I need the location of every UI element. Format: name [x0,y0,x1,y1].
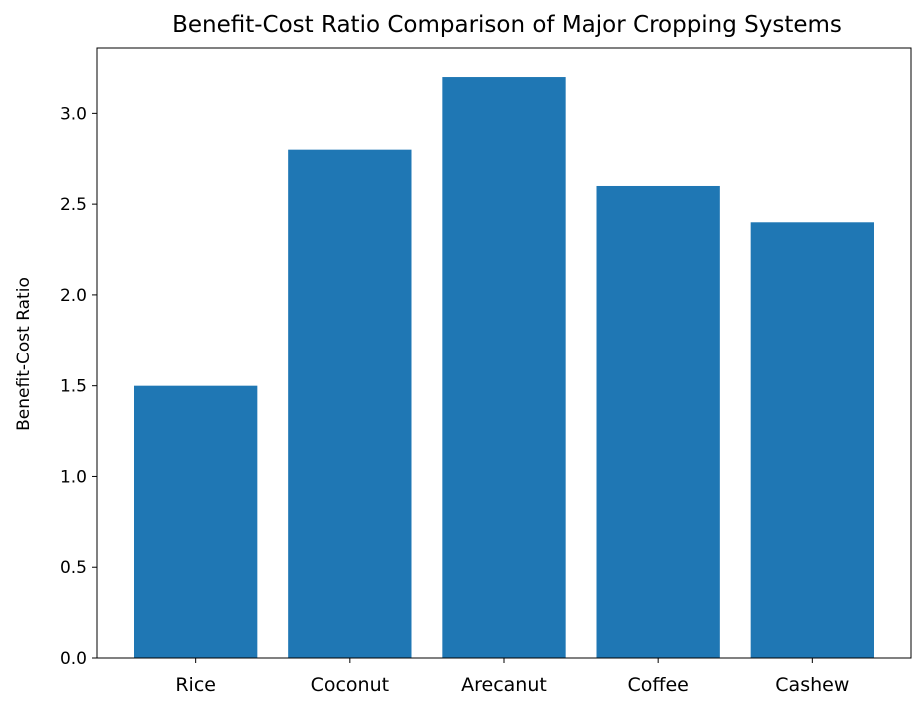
plot-area-frame [96,47,912,659]
y-tick-label: 2.5 [60,195,87,215]
chart-title: Benefit-Cost Ratio Comparison of Major C… [172,12,842,38]
y-tick-label: 0.0 [60,649,87,669]
y-tick-label: 2.0 [60,286,87,306]
x-axis-ticks: Rice Coconut Arecanut Coffee Cashew [175,658,849,696]
x-tick-label: Arecanut [461,674,547,696]
y-tick-label: 1.5 [60,377,87,397]
x-tick-label: Rice [175,674,216,696]
y-tick-label: 1.0 [60,467,87,487]
bar-cashew [750,222,874,659]
y-axis-ticks: 0.0 0.5 1.0 1.5 2.0 2.5 3.0 [60,104,97,669]
bar-arecanut [442,77,566,659]
y-tick-label: 3.0 [60,104,87,124]
y-tick-label: 0.5 [60,558,87,578]
x-tick-label: Cashew [775,674,849,696]
x-tick-label: Coffee [627,674,688,696]
bar-coconut [288,149,412,658]
bars-layer [134,77,874,659]
x-tick-label: Coconut [311,674,390,696]
bar-coffee [596,185,720,658]
bar-rice [134,385,258,658]
y-axis-label: Benefit-Cost Ratio [14,277,34,431]
